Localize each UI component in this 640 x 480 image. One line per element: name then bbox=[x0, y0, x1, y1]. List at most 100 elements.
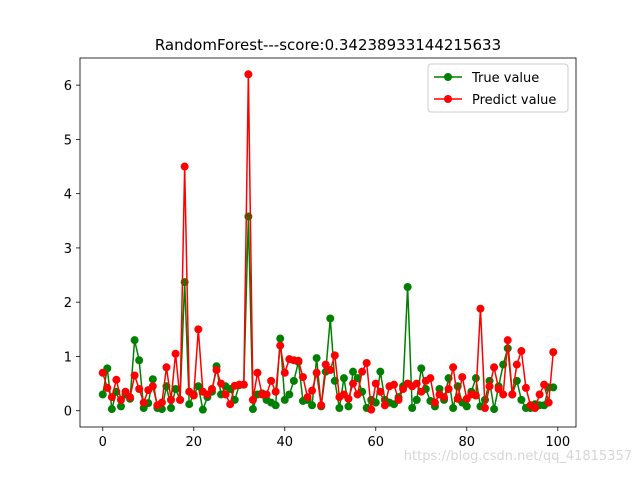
data-point-s1-11 bbox=[148, 382, 157, 391]
data-point-s1-23 bbox=[203, 390, 212, 399]
y-tick-label-1: 1 bbox=[64, 350, 72, 365]
data-point-s1-76 bbox=[444, 385, 453, 394]
data-point-s0-22 bbox=[198, 405, 207, 414]
data-point-s1-21 bbox=[194, 325, 203, 334]
data-point-s0-0 bbox=[98, 390, 107, 399]
axes-frame bbox=[79, 57, 577, 428]
data-point-s1-88 bbox=[499, 390, 508, 399]
data-point-s1-40 bbox=[280, 368, 289, 377]
data-point-s0-16 bbox=[171, 385, 180, 394]
legend-label-0: True value bbox=[471, 71, 539, 86]
data-point-s1-33 bbox=[248, 395, 257, 404]
data-point-s0-8 bbox=[135, 356, 144, 365]
data-point-s1-89 bbox=[503, 336, 512, 345]
data-point-s1-50 bbox=[326, 366, 335, 375]
data-point-s0-40 bbox=[280, 395, 289, 404]
y-tick-label-0: 0 bbox=[64, 405, 72, 420]
data-point-s1-24 bbox=[207, 385, 216, 394]
watermark-text: https://blog.csdn.net/qq_41815357 bbox=[403, 449, 632, 464]
x-tick-label-5: 100 bbox=[545, 435, 570, 450]
data-point-s0-50 bbox=[326, 314, 335, 323]
data-point-s1-18 bbox=[180, 162, 189, 171]
data-point-s1-27 bbox=[221, 390, 230, 399]
plot-area bbox=[98, 70, 558, 414]
y-tick-label-2: 2 bbox=[64, 296, 72, 311]
data-point-s1-13 bbox=[157, 398, 166, 407]
data-point-s0-56 bbox=[353, 374, 362, 383]
data-point-s1-66 bbox=[399, 385, 408, 394]
data-point-s1-4 bbox=[116, 395, 125, 404]
data-point-s1-28 bbox=[226, 400, 235, 409]
data-point-s1-98 bbox=[544, 398, 553, 407]
data-point-s1-72 bbox=[426, 374, 435, 383]
data-point-s1-58 bbox=[362, 358, 371, 367]
data-point-s1-91 bbox=[512, 360, 521, 369]
x-tick-label-2: 40 bbox=[276, 435, 293, 450]
data-point-s0-77 bbox=[449, 404, 458, 413]
data-point-s1-34 bbox=[253, 368, 262, 377]
data-point-s1-25 bbox=[212, 366, 221, 375]
data-point-s1-99 bbox=[549, 348, 558, 357]
legend-label-1: Predict value bbox=[472, 93, 556, 108]
data-point-s1-20 bbox=[189, 391, 198, 400]
data-point-s1-90 bbox=[508, 390, 517, 399]
data-point-s1-85 bbox=[485, 382, 494, 391]
data-point-s1-56 bbox=[353, 390, 362, 399]
axes: 0 20 40 60 80 100 0 1 2 3 4 5 6 bbox=[64, 57, 577, 450]
data-point-s1-9 bbox=[139, 398, 148, 407]
data-point-s1-73 bbox=[430, 398, 439, 407]
data-point-s1-86 bbox=[490, 363, 499, 372]
data-point-s0-80 bbox=[462, 402, 471, 411]
data-point-s0-92 bbox=[517, 395, 526, 404]
data-point-s1-64 bbox=[389, 380, 398, 389]
data-point-s0-82 bbox=[471, 374, 480, 383]
data-point-s1-15 bbox=[167, 395, 176, 404]
data-point-s1-83 bbox=[476, 304, 485, 313]
data-point-s0-67 bbox=[403, 283, 412, 291]
data-point-s0-53 bbox=[339, 374, 348, 383]
data-point-s0-61 bbox=[376, 367, 385, 376]
x-tick-label-3: 60 bbox=[368, 435, 385, 450]
data-point-s1-6 bbox=[126, 393, 135, 402]
data-point-s1-61 bbox=[376, 387, 385, 396]
data-point-s1-54 bbox=[344, 394, 353, 403]
x-tick-label-4: 80 bbox=[459, 435, 476, 450]
data-point-s1-57 bbox=[358, 367, 367, 376]
data-point-s0-46 bbox=[308, 401, 317, 410]
data-point-s0-33 bbox=[248, 405, 257, 414]
data-point-s1-0 bbox=[98, 368, 107, 377]
data-point-s0-68 bbox=[408, 404, 417, 413]
data-point-s0-38 bbox=[271, 401, 280, 410]
data-point-s1-36 bbox=[262, 390, 271, 399]
data-point-s1-96 bbox=[535, 390, 544, 399]
data-point-s1-97 bbox=[540, 380, 549, 389]
data-point-s1-37 bbox=[267, 376, 276, 385]
data-point-s0-7 bbox=[130, 336, 139, 345]
data-point-s0-52 bbox=[335, 404, 344, 413]
data-point-s0-69 bbox=[412, 395, 421, 404]
data-point-s0-60 bbox=[371, 398, 380, 407]
data-point-s1-17 bbox=[176, 395, 185, 404]
data-point-s1-65 bbox=[394, 395, 403, 404]
data-point-s1-95 bbox=[531, 404, 540, 413]
data-point-s1-48 bbox=[317, 401, 326, 410]
data-point-s1-26 bbox=[217, 379, 226, 388]
data-point-s1-32 bbox=[244, 70, 253, 79]
data-point-s1-45 bbox=[303, 393, 312, 402]
y-tick-label-4: 4 bbox=[64, 188, 72, 203]
legend-marker-1 bbox=[444, 95, 452, 103]
data-point-s1-2 bbox=[107, 393, 116, 402]
data-point-s1-8 bbox=[135, 385, 144, 394]
data-point-s1-47 bbox=[312, 368, 321, 377]
data-point-s0-2 bbox=[107, 405, 116, 414]
data-point-s1-69 bbox=[412, 379, 421, 388]
data-point-s1-82 bbox=[471, 391, 480, 400]
y-tick-label-6: 6 bbox=[64, 79, 72, 94]
data-point-s1-14 bbox=[162, 363, 171, 372]
data-point-s0-11 bbox=[148, 375, 157, 384]
data-point-s1-75 bbox=[440, 393, 449, 402]
legend: True value Predict value bbox=[427, 63, 569, 113]
legend-marker-0 bbox=[444, 73, 452, 81]
data-point-s0-42 bbox=[289, 376, 298, 385]
